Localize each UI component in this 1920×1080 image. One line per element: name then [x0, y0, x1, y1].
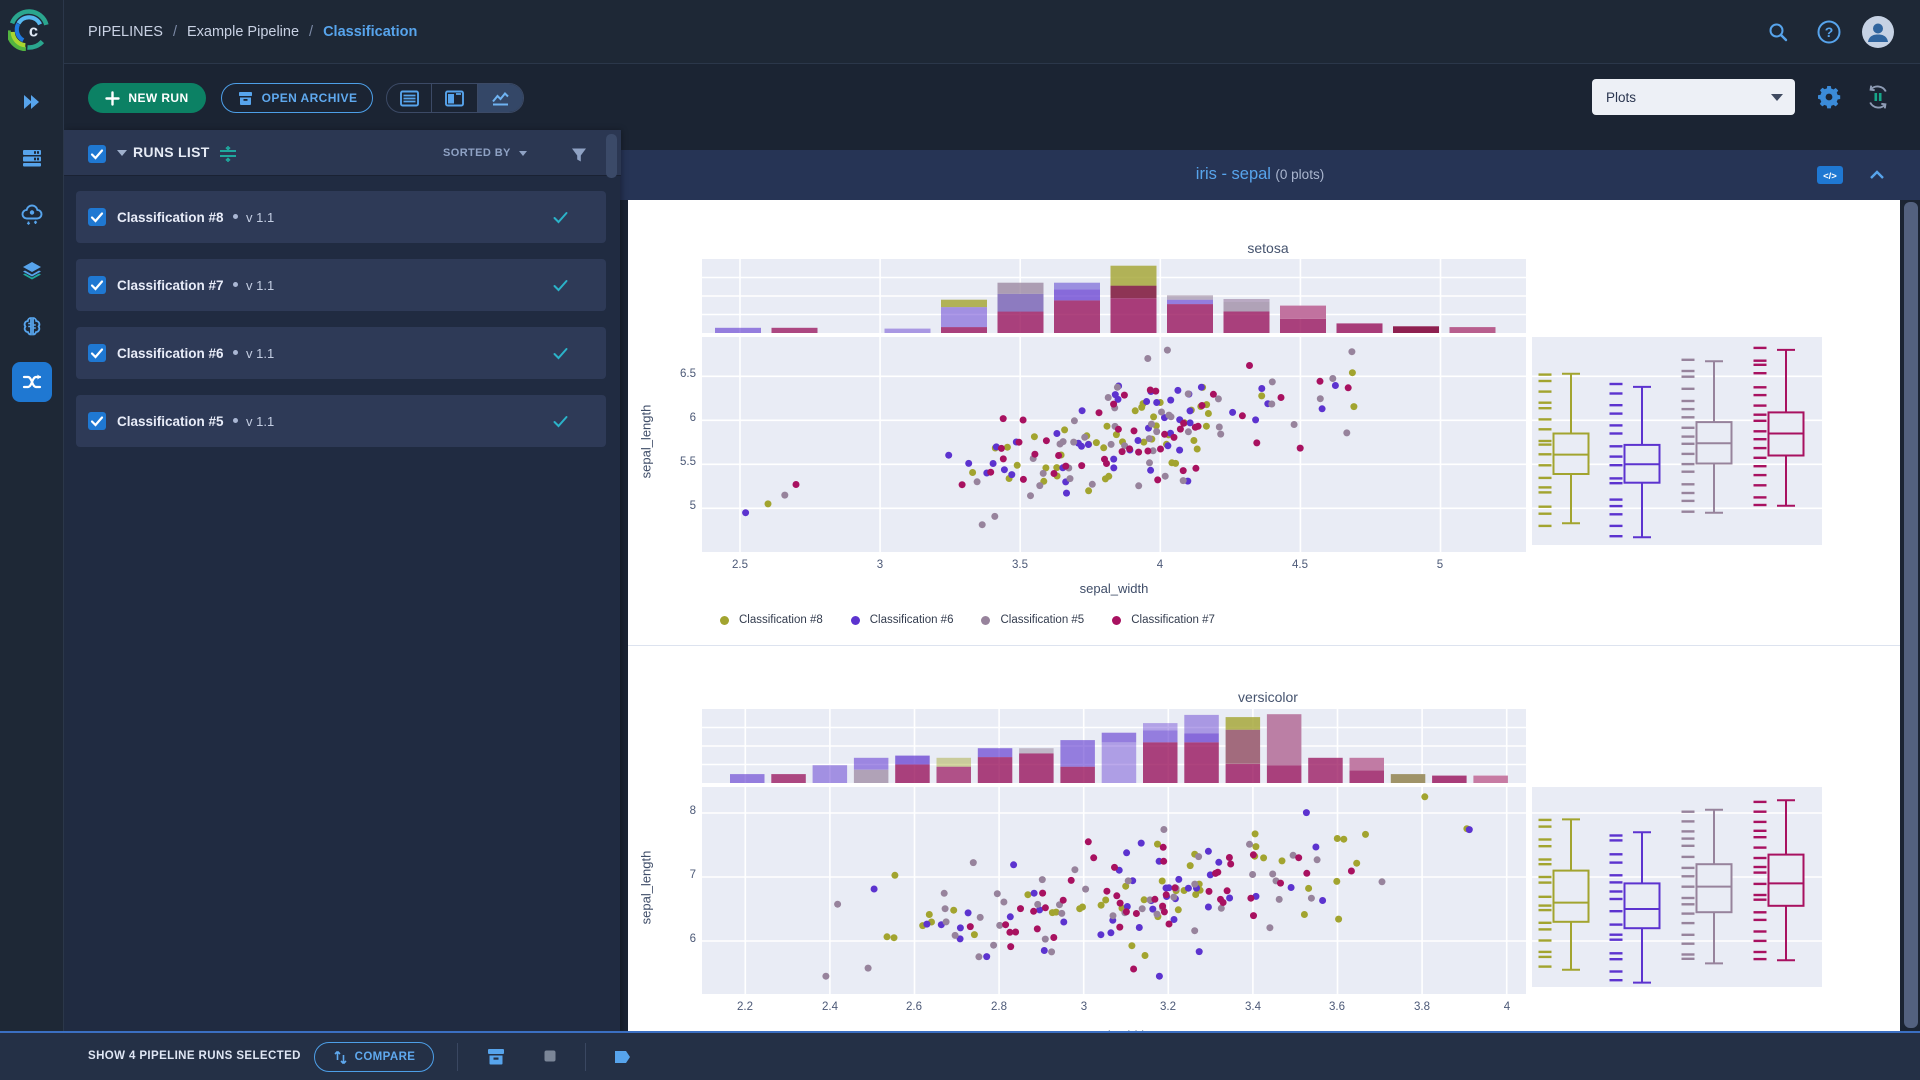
svg-text:c: c [29, 23, 38, 41]
svg-text:?: ? [1825, 24, 1834, 40]
svg-text:</>: </> [1823, 171, 1837, 182]
